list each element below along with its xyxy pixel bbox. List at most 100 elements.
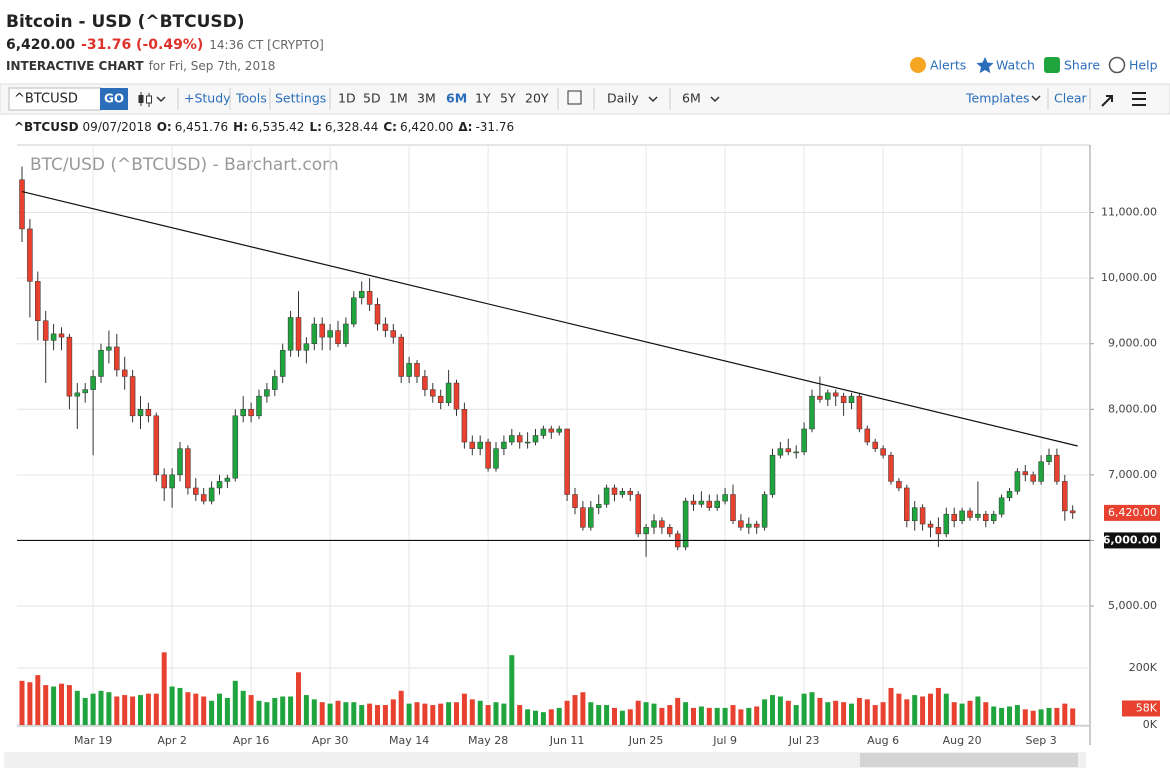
volume-bar — [43, 685, 49, 725]
volume-bar — [1038, 709, 1044, 725]
volume-bar — [698, 706, 704, 725]
date-label: for Fri, Sep 7th, 2018 — [149, 59, 276, 73]
range-button[interactable]: 3M — [417, 91, 436, 106]
candle-body — [366, 290, 373, 305]
volume-bar — [145, 693, 151, 725]
watch-icon[interactable] — [976, 57, 994, 74]
clear-button[interactable]: Clear — [1054, 91, 1088, 106]
volume-bar — [967, 700, 973, 725]
templates-button[interactable]: Templates — [965, 91, 1030, 106]
volume-bar — [390, 699, 396, 725]
candle-body — [200, 494, 207, 502]
candle-body — [311, 323, 318, 344]
header-link[interactable]: Alerts — [930, 58, 966, 73]
candle-body — [224, 477, 231, 482]
draw-icon[interactable] — [1101, 95, 1113, 107]
volume-bar — [754, 706, 760, 725]
candle-body — [90, 376, 96, 390]
candle-body — [430, 389, 436, 397]
range-button[interactable]: 1Y — [475, 91, 491, 106]
quote-value: -31.76 — [475, 120, 514, 134]
scrollbar[interactable] — [4, 752, 1086, 768]
toolbar-item[interactable]: +Study — [184, 91, 231, 106]
volume-bar — [738, 709, 744, 725]
volume-bar — [509, 655, 515, 725]
candle-body — [343, 323, 349, 344]
volume-bar — [193, 693, 199, 725]
x-tick-label: Apr 16 — [233, 734, 270, 747]
quote-line: ^BTCUSD 09/07/2018 O: 6,451.76 H: 6,535.42 L: 6… — [14, 120, 514, 134]
candle-body — [414, 363, 420, 377]
candle-body — [19, 179, 25, 230]
range-button[interactable]: 5D — [363, 91, 381, 106]
go-button[interactable] — [100, 88, 128, 110]
chart-type-icon[interactable] — [138, 92, 166, 107]
volume-bar — [177, 687, 183, 725]
candle-body — [422, 376, 428, 390]
candle-body — [548, 428, 555, 433]
candle-body — [287, 317, 294, 351]
header-link[interactable]: Watch — [996, 58, 1035, 73]
volume-bar — [612, 707, 617, 725]
range-button[interactable]: 6M — [446, 91, 467, 106]
candle-body — [682, 500, 689, 548]
volume-tick-label: 0K — [1143, 718, 1158, 731]
candle-body — [967, 510, 973, 518]
alert-icon[interactable] — [910, 57, 926, 73]
range-button[interactable]: 20Y — [525, 91, 549, 106]
candle-body — [611, 487, 618, 495]
range-button[interactable]: 1M — [389, 91, 408, 106]
volume-bar — [991, 706, 997, 725]
calendar-icon[interactable] — [567, 90, 582, 105]
help-icon[interactable] — [1108, 56, 1126, 74]
x-tick-label: Mar 19 — [74, 734, 112, 747]
candle-body — [185, 448, 191, 489]
candle-body — [951, 513, 957, 522]
range-button[interactable]: 5Y — [500, 91, 516, 106]
go-label: GO — [104, 92, 124, 106]
share-icon[interactable] — [1044, 57, 1060, 73]
interval-select[interactable]: Daily — [607, 91, 639, 106]
symbol-input-text: ^BTCUSD — [14, 92, 78, 107]
candle-body — [556, 428, 562, 433]
candle-body — [461, 409, 468, 443]
candle-body — [319, 323, 325, 338]
candle-body — [169, 474, 175, 489]
candle-body — [74, 392, 81, 397]
volume-bar — [303, 695, 309, 725]
volume-bar — [1022, 709, 1028, 725]
candle-body — [738, 520, 744, 528]
candle-body — [58, 333, 65, 338]
volume-bar — [327, 703, 333, 725]
volume-bar — [248, 695, 254, 725]
toolbar-item[interactable]: Tools — [235, 91, 267, 106]
header-link[interactable]: Share — [1064, 58, 1100, 73]
toolbar-item[interactable]: Settings — [275, 91, 326, 106]
candle-body — [493, 448, 499, 469]
x-tick-label: May 28 — [468, 734, 508, 747]
range-button[interactable]: 1D — [338, 91, 356, 106]
candle-body — [935, 527, 942, 535]
candle-body — [911, 507, 918, 522]
scroll-handle[interactable] — [860, 753, 1078, 767]
caret — [648, 96, 658, 103]
y-tick-label: 5,000.00 — [1108, 599, 1157, 612]
candle-body — [532, 435, 539, 443]
volume-bar — [98, 690, 104, 725]
volume-bar — [604, 705, 610, 725]
candle-body — [129, 376, 136, 417]
menu-icon[interactable] — [1132, 92, 1146, 106]
volume-bar — [296, 672, 301, 725]
candle-body — [406, 363, 412, 377]
header-link[interactable]: Help — [1129, 58, 1158, 73]
chart-label: INTERACTIVE CHART — [6, 59, 144, 73]
header-links: Alerts Watch Share Help — [930, 58, 1158, 73]
candle-body — [904, 487, 910, 522]
volume-bar — [770, 695, 775, 725]
period-select[interactable]: 6M — [682, 91, 701, 106]
volume-bar — [588, 702, 594, 725]
volume-bar — [556, 707, 562, 725]
last-volume-label: 58K — [1136, 701, 1158, 714]
volume-bar — [683, 702, 689, 725]
